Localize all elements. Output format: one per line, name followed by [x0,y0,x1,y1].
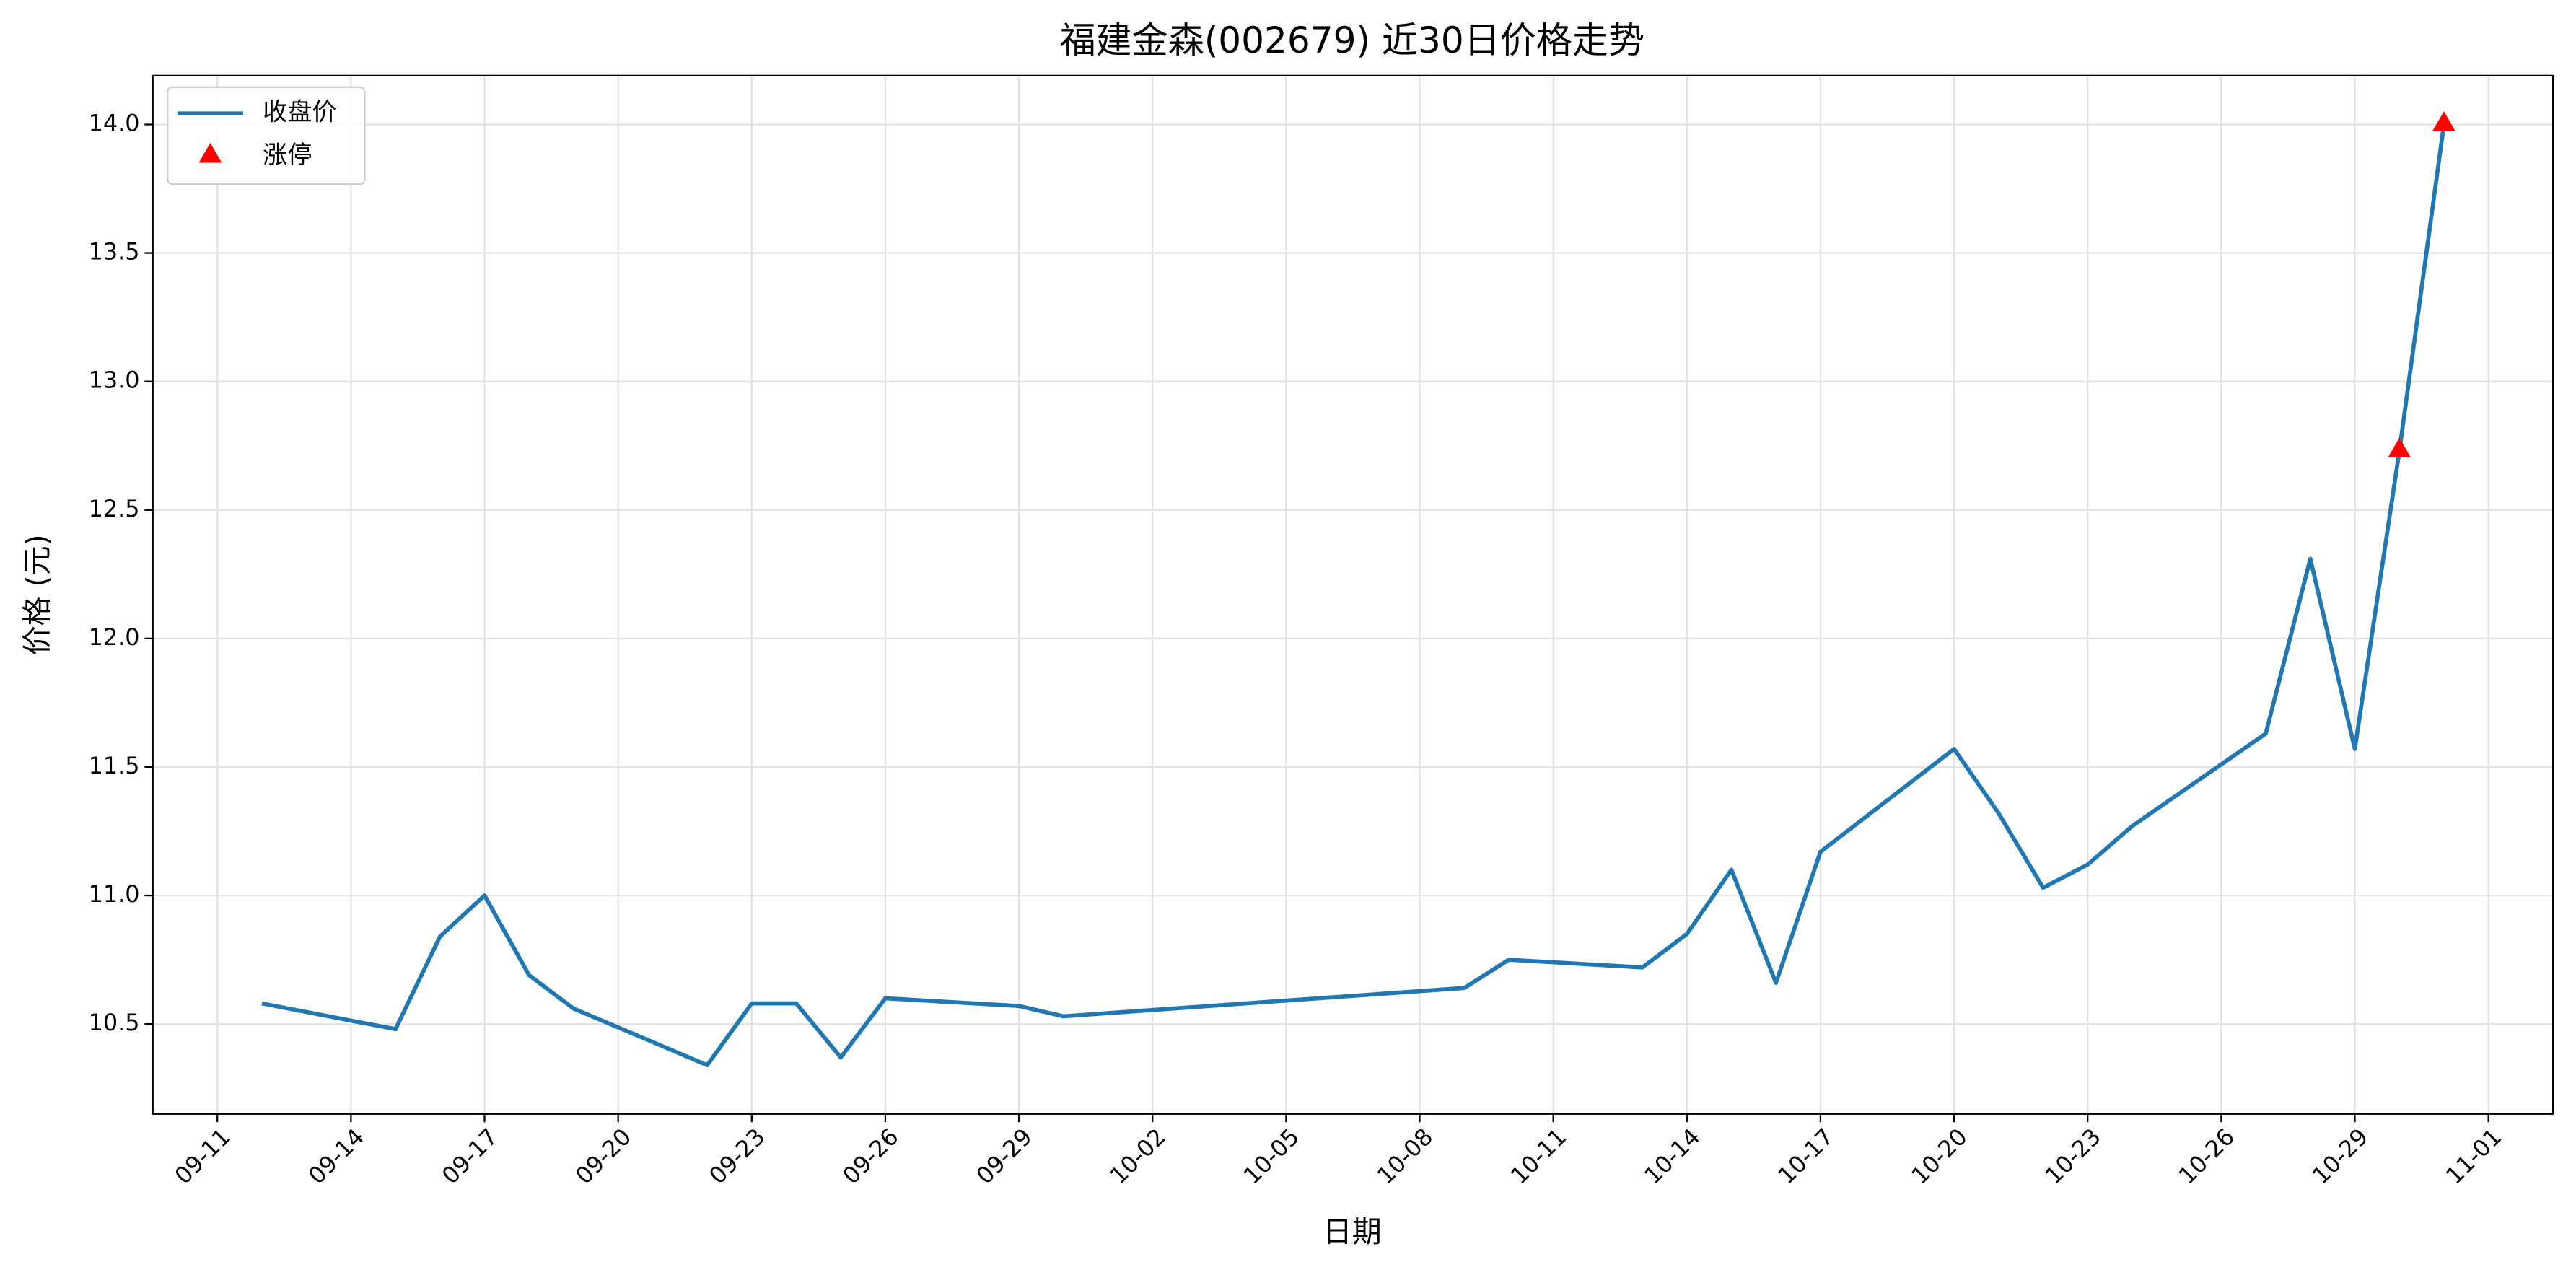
legend-marker [198,143,222,163]
grid [152,75,2554,1114]
plot-frame [152,74,2554,1115]
chart-title: 福建金森(002679) 近30日价格走势 [1059,19,1644,61]
y-tick-label: 11.0 [89,880,140,908]
legend-label: 涨停 [263,141,312,170]
price-line [261,124,2446,1067]
plot [261,111,2455,1067]
y-tick-label: 12.0 [89,623,140,651]
y-tick-label: 11.5 [89,752,140,779]
y-tick-label: 10.5 [89,1009,140,1036]
legend-label: 收盘价 [263,98,336,127]
limit-up-marker [2432,111,2455,131]
x-axis-label: 日期 [1323,1214,1382,1249]
limit-up-marker [2388,437,2411,457]
y-axis-label: 价格 (元) [20,534,55,655]
y-tick-label: 14.0 [89,110,140,137]
y-tick-label: 13.0 [89,367,140,394]
y-tick-label: 12.5 [89,495,140,522]
y-tick-label: 13.5 [89,238,140,266]
